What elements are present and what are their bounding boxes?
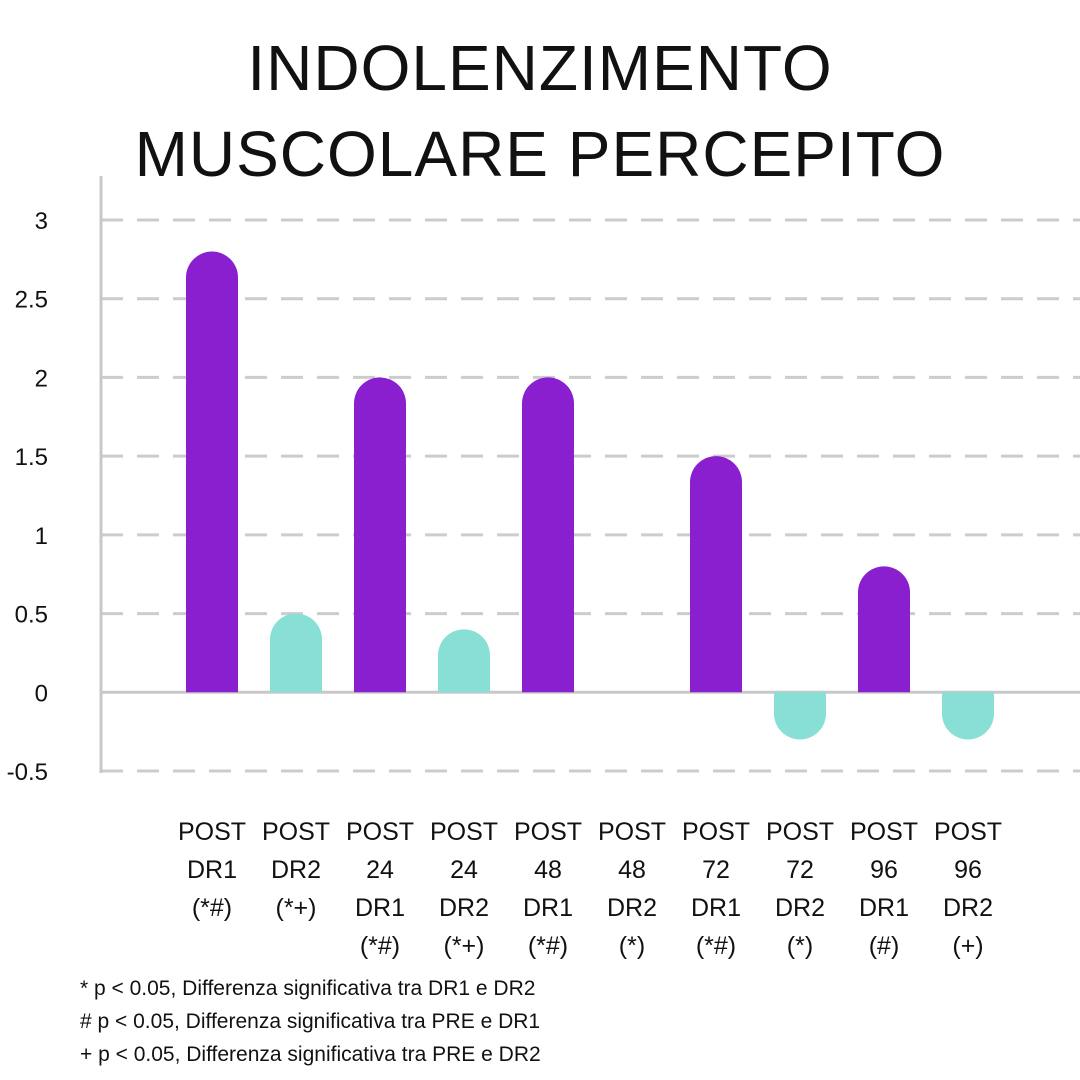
x-category-label: POST xyxy=(346,818,414,846)
x-category-label: DR1 xyxy=(355,894,405,922)
x-category-label: 48 xyxy=(534,856,562,884)
x-category-label: (*) xyxy=(787,932,813,960)
y-tick-label: 2 xyxy=(35,365,48,392)
bar-dr2 xyxy=(270,613,322,693)
x-category-label: 72 xyxy=(702,856,730,884)
x-category-label: 72 xyxy=(786,856,814,884)
footnote-star: * p < 0.05, Differenza significativa tra… xyxy=(80,977,536,1000)
x-category-label: (*) xyxy=(619,932,645,960)
bar-dr1 xyxy=(354,377,406,693)
footnote-hash: # p < 0.05, Differenza significativa tra… xyxy=(80,1010,541,1033)
y-tick-label: 1.5 xyxy=(15,444,48,471)
x-category-label: POST xyxy=(178,818,246,846)
x-category-label: 96 xyxy=(870,856,898,884)
x-category-label: DR2 xyxy=(439,894,489,922)
x-category-label: (#) xyxy=(869,932,900,960)
x-category-label: POST xyxy=(934,818,1002,846)
bar-dr1 xyxy=(690,456,742,693)
x-category-label: 24 xyxy=(366,856,394,884)
chart-title-line-1: INDOLENZIMENTO xyxy=(247,32,833,104)
x-category-label: POST xyxy=(262,818,330,846)
footnote-plus: + p < 0.05, Differenza significativa tra… xyxy=(80,1043,541,1066)
bar-dr2 xyxy=(774,692,826,740)
x-category-label: DR1 xyxy=(859,894,909,922)
x-category-label: POST xyxy=(598,818,666,846)
bar-dr1 xyxy=(858,566,910,693)
x-category-label: 96 xyxy=(954,856,982,884)
x-category-label: POST xyxy=(766,818,834,846)
bar-dr2 xyxy=(438,629,490,693)
x-category-label: 24 xyxy=(450,856,478,884)
x-category-label: (*+) xyxy=(276,894,317,922)
x-category-label: DR1 xyxy=(691,894,741,922)
y-tick-label: -0.5 xyxy=(7,759,48,786)
x-category-label: POST xyxy=(682,818,750,846)
x-category-label: POST xyxy=(850,818,918,846)
bar-dr2 xyxy=(942,692,994,740)
chart-title-line-2: MUSCOLARE PERCEPITO xyxy=(134,118,946,190)
y-tick-label: 2.5 xyxy=(15,287,48,314)
y-tick-label: 1 xyxy=(35,523,48,550)
x-category-label: DR1 xyxy=(187,856,237,884)
x-category-label: DR2 xyxy=(271,856,321,884)
x-category-label: DR2 xyxy=(607,894,657,922)
y-tick-label: 0 xyxy=(35,680,48,707)
bar-dr1 xyxy=(186,251,239,693)
x-category-label: POST xyxy=(514,818,582,846)
footnotes: * p < 0.05, Differenza significativa tra… xyxy=(80,972,541,1071)
x-category-label: DR2 xyxy=(943,894,993,922)
x-category-label: (*#) xyxy=(528,932,568,960)
x-category-label: DR2 xyxy=(775,894,825,922)
x-category-label: POST xyxy=(430,818,498,846)
x-category-label: (*#) xyxy=(192,894,232,922)
x-category-label: (*+) xyxy=(444,932,485,960)
x-category-label: (*#) xyxy=(360,932,400,960)
x-category-label: (*#) xyxy=(696,932,736,960)
x-category-label: DR1 xyxy=(523,894,573,922)
bar-dr1 xyxy=(522,377,574,693)
x-category-label: (+) xyxy=(952,932,983,960)
y-tick-label: 3 xyxy=(35,208,48,235)
y-tick-label: 0.5 xyxy=(15,602,48,629)
x-category-label: 48 xyxy=(618,856,646,884)
